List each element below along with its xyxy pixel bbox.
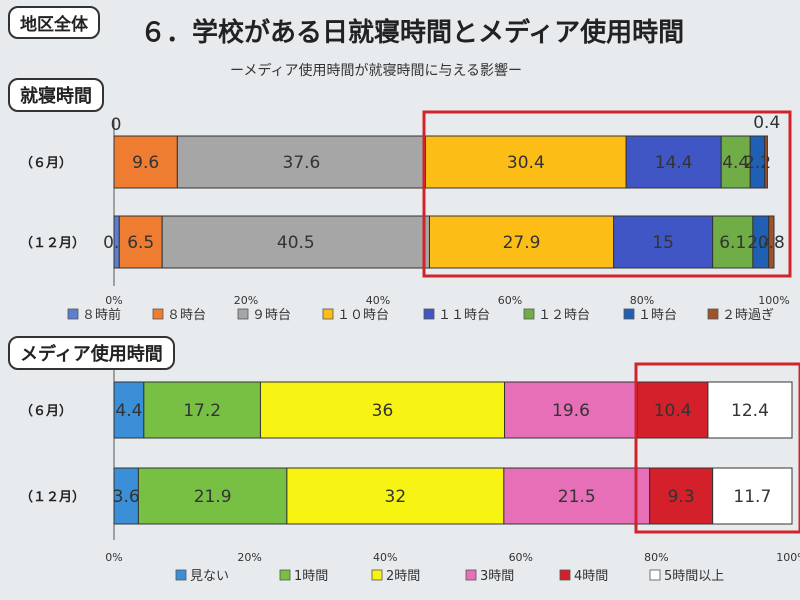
x-tick-label: 80% <box>630 294 654 307</box>
legend-swatch <box>237 308 249 320</box>
legend-entry: １２時台 <box>538 308 590 323</box>
legend-swatch <box>67 308 79 320</box>
data-label: 30.4 <box>507 153 545 173</box>
x-tick-label: 60% <box>509 551 533 564</box>
highlight-box <box>634 362 800 534</box>
data-label: 17.2 <box>183 401 221 421</box>
x-tick-label: 0% <box>105 551 122 564</box>
legend-entry: 1時間 <box>294 569 328 584</box>
bar-segment <box>113 467 139 525</box>
bar-segment <box>613 215 714 269</box>
x-tick-label: 40% <box>373 551 397 564</box>
row-label: （１２月） <box>20 235 85 251</box>
x-tick-label: 100% <box>758 294 789 307</box>
legend-entry: ２時過ぎ <box>722 308 774 323</box>
data-label: 0.8 <box>758 233 785 253</box>
legend-swatch <box>175 569 187 581</box>
bar-segment <box>720 135 751 189</box>
bar-segment <box>259 381 506 439</box>
legend-entry: 3時間 <box>480 569 514 584</box>
x-tick-label: 20% <box>234 294 258 307</box>
legend-entry: 2時間 <box>386 569 420 584</box>
data-label: 21.5 <box>558 487 596 507</box>
area-tag: 地区全体 <box>8 6 100 39</box>
legend-swatch <box>649 569 661 581</box>
data-label: 9.3 <box>668 487 695 507</box>
data-label: 3.6 <box>113 487 140 507</box>
data-label: 12.4 <box>731 401 769 421</box>
legend-swatch <box>523 308 535 320</box>
data-label: 21.9 <box>194 487 232 507</box>
legend-swatch <box>423 308 435 320</box>
bar-segment <box>503 467 651 525</box>
row-label: （６月） <box>20 155 72 171</box>
legend-swatch <box>465 569 477 581</box>
legend-swatch <box>623 308 635 320</box>
media-section-title: メディア使用時間 <box>8 336 175 370</box>
data-label: 6.1 <box>719 233 746 253</box>
data-label: 4.4 <box>115 401 142 421</box>
bar-segment <box>161 215 430 269</box>
data-label: 4.4 <box>722 153 749 173</box>
bar-segment <box>707 381 793 439</box>
bar-segment <box>764 135 768 189</box>
data-label: 32 <box>385 487 407 507</box>
data-label: 10.4 <box>654 401 692 421</box>
data-label: 6.5 <box>127 233 154 253</box>
bar-segment <box>712 467 793 525</box>
legend-entry: ９時台 <box>252 308 291 323</box>
x-tick-label: 80% <box>644 551 668 564</box>
legend-swatch <box>707 308 719 320</box>
legend-swatch <box>371 569 383 581</box>
bar-segment <box>113 381 145 439</box>
x-tick-label: 60% <box>498 294 522 307</box>
x-tick-label: 0% <box>105 294 122 307</box>
legend-entry: １１時台 <box>438 308 490 323</box>
data-label: 14.4 <box>655 153 693 173</box>
x-tick-label: 100% <box>776 551 800 564</box>
highlight-box <box>422 110 792 278</box>
legend-entry: １時台 <box>638 308 677 323</box>
legend-entry: １０時台 <box>337 308 389 323</box>
x-tick-label: 40% <box>366 294 390 307</box>
bar-segment <box>425 135 627 189</box>
legend-swatch <box>279 569 291 581</box>
data-label: 37.6 <box>283 153 321 173</box>
row-label: （６月） <box>20 403 72 419</box>
data-label: 19.6 <box>552 401 590 421</box>
bar-segment <box>137 467 288 525</box>
legend-swatch <box>559 569 571 581</box>
bar-segment <box>625 135 722 189</box>
legend-entry: 見ない <box>190 569 229 584</box>
bar-segment <box>636 381 709 439</box>
row-label: （１２月） <box>20 489 85 505</box>
x-tick-label: 20% <box>237 551 261 564</box>
bar-segment <box>768 215 775 269</box>
bar-segment <box>504 381 638 439</box>
data-label: 36 <box>372 401 394 421</box>
legend-swatch <box>152 308 164 320</box>
data-label: 0.4 <box>753 113 780 133</box>
data-label: 11.7 <box>733 487 771 507</box>
legend-entry: ８時前 <box>82 307 121 323</box>
bar-segment <box>712 215 754 269</box>
data-label: 40.5 <box>277 233 315 253</box>
legend-entry: 5時間以上 <box>664 569 724 584</box>
page-subtitle: ーメディア使用時間が就寝時間に与える影響ー <box>230 63 523 79</box>
bedtime-section-title: 就寝時間 <box>8 78 104 112</box>
data-label: 0 <box>111 115 122 135</box>
legend-entry: 4時間 <box>574 569 608 584</box>
data-label: 27.9 <box>503 233 541 253</box>
legend-entry: ８時台 <box>167 308 206 323</box>
bar-segment <box>286 467 505 525</box>
data-label: 2.4 <box>747 233 774 253</box>
data-label: 15 <box>652 233 674 253</box>
bar-segment <box>176 135 427 189</box>
legend-swatch <box>322 308 334 320</box>
page-title: ６．学校がある日就寝時間とメディア使用時間 <box>140 18 685 48</box>
data-label: 9.6 <box>132 153 159 173</box>
bar-segment <box>428 215 615 269</box>
